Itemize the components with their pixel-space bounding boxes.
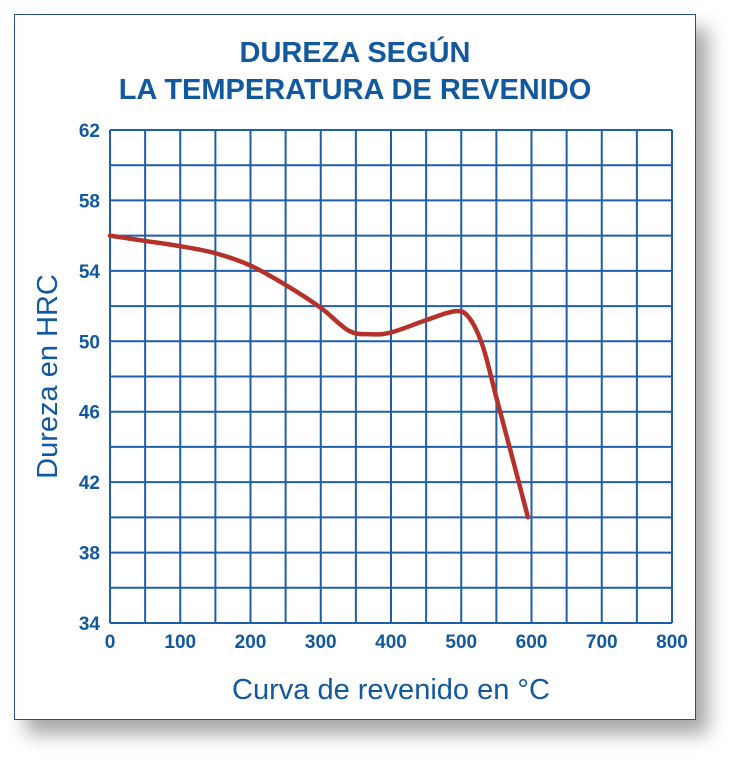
- x-tick-label: 500: [445, 632, 477, 653]
- y-axis-label: Dureza en HRC: [32, 274, 64, 479]
- y-tick-label: 62: [79, 121, 100, 142]
- chart-title-line-1: DUREZA SEGÚN: [239, 37, 471, 69]
- y-tick-label: 46: [79, 403, 100, 424]
- y-tick-label: 54: [79, 262, 101, 283]
- x-tick-label: 400: [375, 632, 407, 653]
- chart-card: DUREZA SEGÚN LA TEMPERATURA DE REVENIDO …: [14, 14, 696, 720]
- x-tick-label: 700: [586, 632, 618, 653]
- x-axis-label: Curva de revenido en °C: [232, 674, 550, 706]
- tempering-curve-line: [107, 233, 531, 520]
- chart-title: DUREZA SEGÚN LA TEMPERATURA DE REVENIDO: [15, 35, 695, 109]
- y-tick-label: 42: [79, 473, 100, 494]
- chart-plot: 34 38 42 46 50 54 58 62 0 100 200 300 400 500 600 700 80…: [32, 121, 688, 706]
- x-tick-label: 800: [656, 632, 688, 653]
- x-tick-label: 100: [164, 632, 196, 653]
- y-tick-label: 34: [79, 614, 101, 635]
- x-tick-label: 300: [305, 632, 337, 653]
- chart-title-line-2: LA TEMPERATURA DE REVENIDO: [118, 74, 592, 106]
- x-tick-label: 600: [516, 632, 548, 653]
- y-tick-label: 50: [79, 332, 100, 353]
- x-tick-label: 0: [105, 632, 116, 653]
- y-tick-label: 58: [79, 191, 100, 212]
- x-tick-label: 200: [235, 632, 267, 653]
- y-tick-label: 38: [79, 544, 100, 565]
